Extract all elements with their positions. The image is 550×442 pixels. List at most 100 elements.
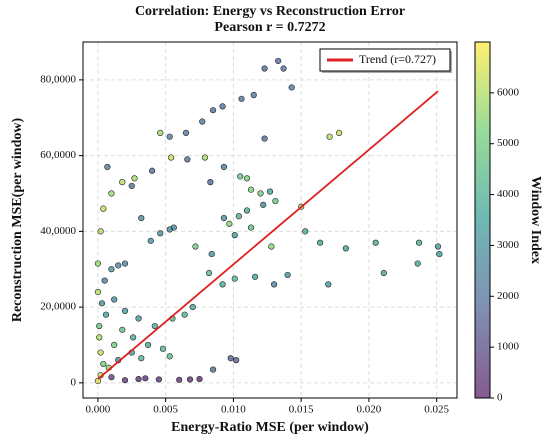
- plot-frame: [82, 41, 458, 399]
- y-tick-label: 80,0000: [40, 73, 76, 85]
- point: [135, 315, 142, 322]
- point: [231, 275, 238, 282]
- point: [414, 260, 421, 267]
- point: [196, 375, 203, 383]
- point: [207, 179, 214, 186]
- point: [102, 311, 110, 318]
- point: [288, 84, 295, 91]
- point: [219, 103, 226, 110]
- point: [226, 220, 233, 227]
- x-tick-label: 0.010: [221, 404, 246, 416]
- point: [98, 300, 106, 307]
- point: [121, 260, 129, 267]
- legend: Trend (r=0.727): [319, 48, 452, 73]
- point: [243, 207, 251, 214]
- point: [182, 129, 190, 136]
- point: [436, 250, 443, 258]
- point: [233, 357, 240, 364]
- point: [111, 341, 118, 349]
- point: [159, 345, 167, 352]
- point: [284, 271, 291, 279]
- y-tick-label: 60,0000: [40, 149, 76, 161]
- point: [100, 205, 107, 212]
- point: [142, 375, 149, 382]
- point: [268, 243, 275, 250]
- point: [115, 262, 122, 269]
- point: [209, 366, 217, 373]
- chart-title: Correlation: Energy vs Reconstruction Er…: [135, 4, 405, 19]
- point: [275, 57, 282, 65]
- x-tick-label: 0.000: [86, 404, 111, 416]
- point: [238, 95, 245, 102]
- x-axis-label: Energy-Ratio MSE (per window): [171, 420, 369, 435]
- point: [231, 232, 238, 239]
- point: [119, 179, 126, 186]
- legend-label: Trend (r=0.727): [359, 52, 436, 66]
- point: [119, 326, 126, 333]
- point: [94, 288, 102, 296]
- point: [220, 163, 228, 171]
- point: [192, 243, 199, 250]
- point: [243, 175, 251, 182]
- y-tick-label: 20,0000: [40, 301, 76, 313]
- point: [325, 281, 332, 288]
- point: [336, 129, 343, 136]
- point: [121, 377, 129, 384]
- point: [108, 374, 115, 381]
- colorbar-tick-label: 4000: [497, 188, 520, 200]
- point: [128, 182, 135, 190]
- point: [302, 228, 309, 235]
- x-tick-label: 0.025: [424, 404, 449, 416]
- colorbar-tick-label: 6000: [497, 86, 520, 98]
- point: [208, 250, 215, 258]
- trend-line: [97, 90, 439, 380]
- x-tick-label: 0.005: [153, 404, 178, 416]
- x-tick-label: 0.015: [289, 404, 314, 416]
- point: [434, 243, 442, 250]
- point: [201, 154, 209, 161]
- point: [108, 266, 115, 273]
- point: [166, 226, 173, 233]
- point: [247, 224, 255, 231]
- chart-subtitle: Pearson r = 0.7272: [214, 20, 325, 35]
- point: [181, 311, 188, 318]
- point: [219, 281, 226, 288]
- x-tick-label: 0.020: [357, 404, 382, 416]
- point: [247, 186, 255, 193]
- colorbar-tick-label: 3000: [497, 239, 520, 251]
- point: [235, 213, 242, 220]
- point: [326, 133, 333, 140]
- point: [266, 188, 274, 195]
- point: [342, 245, 349, 252]
- point: [184, 156, 191, 163]
- point: [97, 349, 104, 356]
- point: [130, 334, 137, 341]
- colorbar-label: Window Index: [528, 176, 543, 264]
- point: [100, 360, 107, 368]
- point: [149, 167, 156, 174]
- point: [250, 91, 257, 99]
- point: [257, 190, 264, 197]
- point: [166, 133, 173, 140]
- point: [138, 215, 145, 222]
- point: [135, 375, 142, 383]
- point: [270, 281, 278, 288]
- point: [151, 322, 158, 330]
- point: [101, 277, 108, 284]
- point: [96, 334, 103, 341]
- point: [372, 239, 379, 246]
- point: [205, 269, 213, 277]
- point: [147, 237, 154, 244]
- point: [415, 239, 423, 246]
- colorbar-tick-label: 2000: [497, 290, 520, 302]
- legend-box: [319, 48, 451, 72]
- point: [94, 260, 102, 267]
- colorbar-tick-label: 1000: [497, 341, 520, 353]
- point: [176, 376, 183, 383]
- point: [131, 175, 138, 182]
- point: [261, 65, 268, 72]
- point: [186, 376, 194, 383]
- point: [272, 197, 279, 205]
- point: [97, 228, 104, 235]
